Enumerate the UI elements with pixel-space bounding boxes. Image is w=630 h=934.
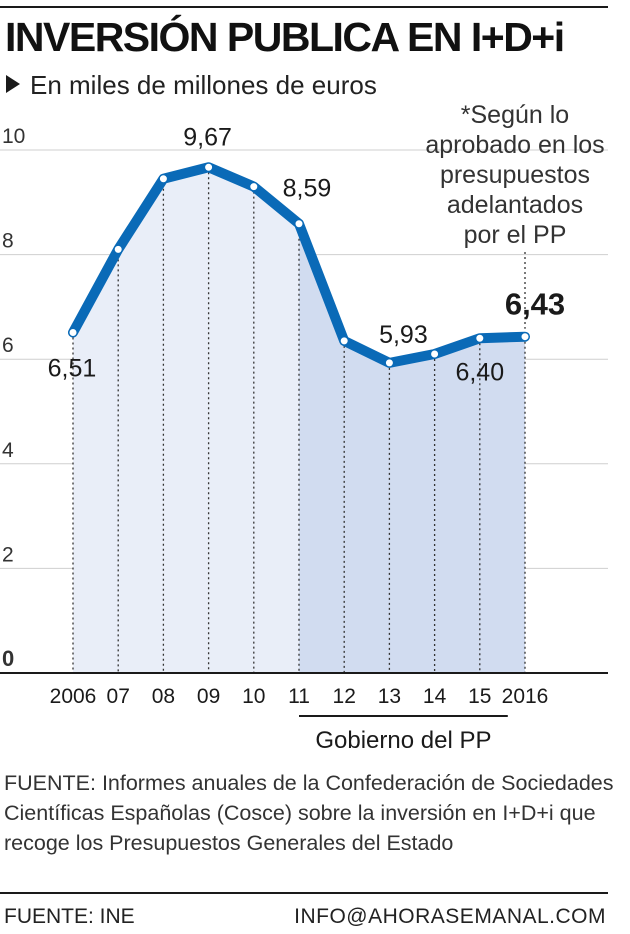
x-tick-label: 2016: [502, 685, 549, 708]
y-tick-label: 6: [2, 334, 14, 357]
x-tick-label: 07: [107, 685, 130, 708]
footer-email: INFO@AHORASEMANAL.COM: [294, 905, 606, 928]
x-tick-label: 09: [197, 685, 220, 708]
data-point: [520, 332, 530, 342]
footer-source: FUENTE: INE: [4, 905, 135, 928]
data-point: [158, 174, 168, 184]
chart-area: 6,51 9,67 8,59 5,93 6,40 6,43 0 2 4 6 8 10 2006 07 08…: [0, 123, 608, 754]
triangle-bullet-icon: [6, 75, 20, 93]
data-point: [204, 162, 214, 172]
data-point: [249, 182, 259, 192]
data-label: 5,93: [379, 321, 428, 349]
data-label: 6,43: [505, 287, 565, 322]
y-tick-label: 10: [2, 125, 25, 148]
x-tick-label: 08: [152, 685, 175, 708]
subtitle-text: En miles de millones de euros: [30, 70, 377, 100]
data-point: [68, 328, 78, 338]
data-point: [475, 333, 485, 343]
chart-title: INVERSIÓN PUBLICA EN I+D+i: [5, 14, 565, 60]
y-tick-label: 4: [2, 439, 14, 462]
data-point: [113, 244, 123, 254]
bottom-rule: [0, 892, 608, 894]
data-point: [339, 336, 349, 346]
data-label: 8,59: [283, 175, 332, 203]
x-tick-label: 13: [378, 685, 401, 708]
x-tick-label: 2006: [50, 685, 97, 708]
data-label: 6,51: [48, 355, 97, 383]
y-tick-label: 0: [2, 646, 14, 671]
data-point: [294, 219, 304, 229]
highlight-label: Gobierno del PP: [315, 727, 491, 754]
x-tick-label: 15: [468, 685, 491, 708]
y-tick-label: 2: [2, 543, 14, 566]
data-label: 6,40: [455, 358, 504, 386]
y-tick-label: 8: [2, 230, 14, 253]
x-tick-label: 12: [333, 685, 356, 708]
top-rule: [0, 6, 608, 8]
highlight-area-fill: [299, 223, 525, 674]
chart-subtitle: En miles de millones de euros: [6, 70, 377, 101]
x-tick-label: 14: [423, 685, 447, 708]
x-tick-label: 10: [242, 685, 265, 708]
data-label: 9,67: [183, 123, 232, 151]
data-point: [430, 349, 440, 359]
source-text: FUENTE: Informes anuales de la Confedera…: [4, 771, 614, 855]
budget-note: *Según lo aprobado en los presupuestos a…: [425, 101, 605, 249]
data-point: [384, 358, 394, 368]
x-tick-label: 11: [288, 685, 310, 708]
